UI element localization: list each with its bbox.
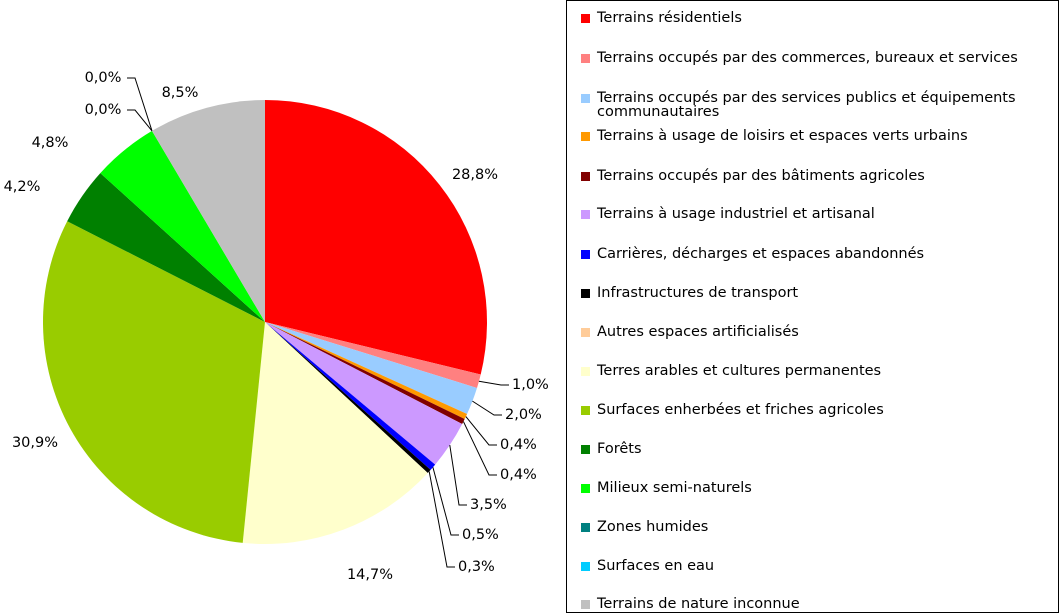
- pie-slice: [242, 322, 428, 545]
- data-label: 0,4%: [500, 437, 537, 453]
- pie-slice: [151, 100, 265, 322]
- data-label: 8,5%: [162, 85, 199, 101]
- leader-line: [127, 109, 153, 132]
- pie-slice: [265, 322, 468, 420]
- legend-label: Infrastructures de transport: [597, 285, 799, 301]
- leader-line: [428, 471, 455, 568]
- leader-line: [478, 380, 509, 386]
- legend-label: Terrains occupés par des bâtiments agric…: [597, 168, 925, 184]
- leader-line: [127, 77, 153, 132]
- leader-line: [432, 467, 459, 536]
- legend-swatch: [581, 94, 590, 103]
- pie-slice: [265, 322, 477, 414]
- legend-label: Forêts: [597, 441, 642, 457]
- legend-label: Milieux semi-naturels: [597, 480, 752, 496]
- legend-swatch: [581, 406, 590, 415]
- data-label: 0,0%: [85, 102, 122, 118]
- pie-slice: [42, 221, 266, 543]
- legend-label: Terrains à usage industriel et artisanal: [597, 206, 875, 222]
- legend-label: Surfaces en eau: [597, 558, 715, 574]
- data-label: 1,0%: [512, 377, 549, 393]
- legend-label: Terrains à usage de loisirs et espaces v…: [597, 128, 968, 144]
- legend-swatch: [581, 445, 590, 454]
- legend-swatch: [581, 14, 590, 23]
- legend-label: Terrains de nature inconnue: [597, 596, 800, 612]
- data-label: 30,9%: [12, 435, 58, 451]
- data-label: 0,5%: [462, 527, 499, 543]
- legend-swatch: [581, 172, 590, 181]
- pie-slice: [265, 322, 436, 470]
- leader-line: [449, 444, 467, 506]
- data-label: 0,0%: [85, 70, 122, 86]
- leader-line: [465, 416, 497, 446]
- legend-label: Terrains résidentiels: [597, 10, 742, 26]
- legend-swatch: [581, 367, 590, 376]
- legend-swatch: [581, 600, 590, 609]
- pie-slice: [265, 322, 431, 473]
- data-label: 4,8%: [32, 135, 69, 151]
- legend-swatch: [581, 484, 590, 493]
- legend-label: Surfaces enherbées et friches agricoles: [597, 402, 884, 418]
- legend-swatch: [581, 132, 590, 141]
- data-label: 14,7%: [347, 567, 393, 583]
- pie-slice: [265, 322, 463, 465]
- legend: Terrains résidentiels Terrains occupés pa…: [566, 0, 1059, 613]
- legend-label: Terrains occupés par des services public…: [597, 90, 1016, 120]
- data-label: 2,0%: [505, 407, 542, 423]
- data-label: 3,5%: [470, 497, 507, 513]
- legend-label: Terrains occupés par des commerces, bure…: [597, 50, 1018, 66]
- legend-swatch: [581, 54, 590, 63]
- pie-slice: [265, 322, 465, 425]
- data-label: 4,2%: [4, 179, 41, 195]
- data-label: 0,4%: [500, 467, 537, 483]
- leader-line: [472, 400, 502, 416]
- legend-label: Zones humides: [597, 519, 709, 535]
- chart: 28,8% 1,0% 2,0% 0,4% 0,4% 3,5% 0,5% 0,3% 14,7% 30…: [4, 70, 549, 583]
- legend-swatch: [581, 328, 590, 337]
- leader-line: [462, 421, 497, 476]
- legend-swatch: [581, 250, 590, 259]
- pie-slice: [265, 322, 481, 388]
- legend-label: Autres espaces artificialisés: [597, 324, 799, 340]
- legend-label: Terres arables et cultures permanentes: [597, 363, 882, 379]
- pie-slice: [67, 173, 265, 322]
- legend-swatch: [581, 289, 590, 298]
- legend-swatch: [581, 210, 590, 219]
- legend-label: Carrières, décharges et espaces abandonn…: [597, 246, 925, 262]
- data-label: 0,3%: [458, 559, 495, 575]
- legend-swatch: [581, 523, 590, 532]
- legend-swatch: [581, 562, 590, 571]
- pie-slice: [100, 130, 265, 322]
- pie-slice: [265, 100, 487, 375]
- data-label: 28,8%: [452, 167, 498, 183]
